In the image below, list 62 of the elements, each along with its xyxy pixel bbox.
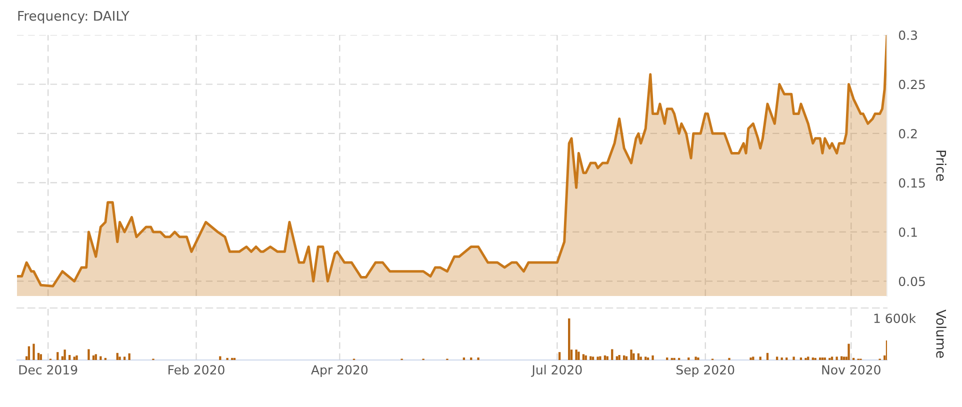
y-tick-label: 0.3 [898,30,917,40]
bar [637,353,640,360]
bar [640,356,642,360]
bar [68,355,71,360]
bar [73,356,76,360]
y-tick-label: 0.15 [898,178,925,188]
bar [40,354,42,360]
bar [37,352,40,360]
x-tick-label: Apr 2020 [311,365,368,377]
y-axis-title: Price [936,150,946,181]
bar [592,356,594,360]
bar [752,356,754,360]
bar [64,350,66,360]
x-tick-label: Feb 2020 [168,364,224,375]
bar [842,356,846,360]
bar [76,355,78,360]
bar [94,354,97,360]
y-tick-label: 0.2 [898,128,917,138]
bar [632,353,635,360]
bar [836,356,838,360]
y-tick-label: 0.25 [898,80,925,90]
bar [584,355,587,360]
bar [88,349,90,360]
bar [611,349,614,360]
bar [128,353,130,360]
bar [848,344,850,360]
bar [604,355,606,360]
bar [776,356,778,360]
bar [32,344,35,360]
bar [56,352,59,360]
bar [792,356,795,360]
bar [630,350,632,360]
y-tick-label: 0.1 [898,227,917,237]
bar [599,356,602,360]
chart-title: Frequency: DAILY [18,11,130,24]
bar [759,356,762,360]
bar [92,355,95,360]
bar [578,352,580,360]
bar [830,356,834,360]
bar [582,354,585,360]
bar [623,355,626,360]
bar [123,356,126,360]
bar [118,356,121,360]
bar [694,356,697,360]
y-axis-title: Volume [936,310,946,358]
y-tick-label: 0.05 [898,276,925,286]
bar [575,350,578,360]
bar [652,355,654,360]
bar [807,356,810,360]
bar [568,318,570,360]
bar [558,352,561,360]
bar [618,355,620,360]
x-tick-label: Jul 2020 [531,364,582,377]
bar [28,346,30,360]
bar [644,356,647,360]
bar [596,356,599,360]
x-tick-label: Nov 2020 [822,365,880,375]
bar [116,352,118,360]
x-tick-label: Sep 2020 [676,365,734,377]
x-tick-label: Dec 2019 [19,365,78,375]
annotation: 1 600k [874,313,916,324]
bar [766,352,769,360]
